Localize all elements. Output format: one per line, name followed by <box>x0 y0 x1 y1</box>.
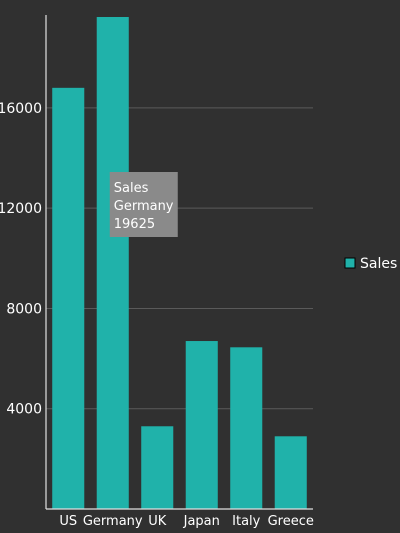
grid-lines <box>46 107 313 410</box>
bar-uk[interactable] <box>141 426 174 509</box>
x-tick-label: Italy <box>232 514 261 529</box>
x-tick-labels: US Germany UK Japan Italy Greece <box>59 514 314 529</box>
y-tick-label: 16000 <box>0 101 42 117</box>
tooltip-category: Germany <box>114 199 174 214</box>
bar-japan[interactable] <box>185 341 218 509</box>
bars <box>52 17 307 509</box>
y-tick-label: 4000 <box>6 402 42 418</box>
bar-italy[interactable] <box>230 347 263 509</box>
y-tick-label: 12000 <box>0 201 42 217</box>
bar-germany[interactable] <box>96 17 129 509</box>
x-tick-label: Greece <box>268 514 314 529</box>
tooltip: Sales Germany 19625 <box>109 172 178 237</box>
axes <box>45 15 313 510</box>
x-tick-label: Japan <box>183 514 220 529</box>
y-tick-labels: 4000 8000 12000 16000 <box>0 101 42 418</box>
bar-us[interactable] <box>52 87 85 509</box>
legend-swatch <box>344 257 356 269</box>
legend-label: Sales <box>360 256 397 272</box>
legend[interactable]: Sales <box>344 256 397 272</box>
x-tick-label: Germany <box>83 514 143 529</box>
tooltip-series: Sales <box>114 181 149 196</box>
tooltip-background <box>109 172 178 237</box>
tooltip-value: 19625 <box>114 217 155 232</box>
y-tick-label: 8000 <box>6 301 42 317</box>
x-tick-label: UK <box>148 514 167 529</box>
x-tick-label: US <box>59 514 77 529</box>
bar-greece[interactable] <box>274 436 307 509</box>
